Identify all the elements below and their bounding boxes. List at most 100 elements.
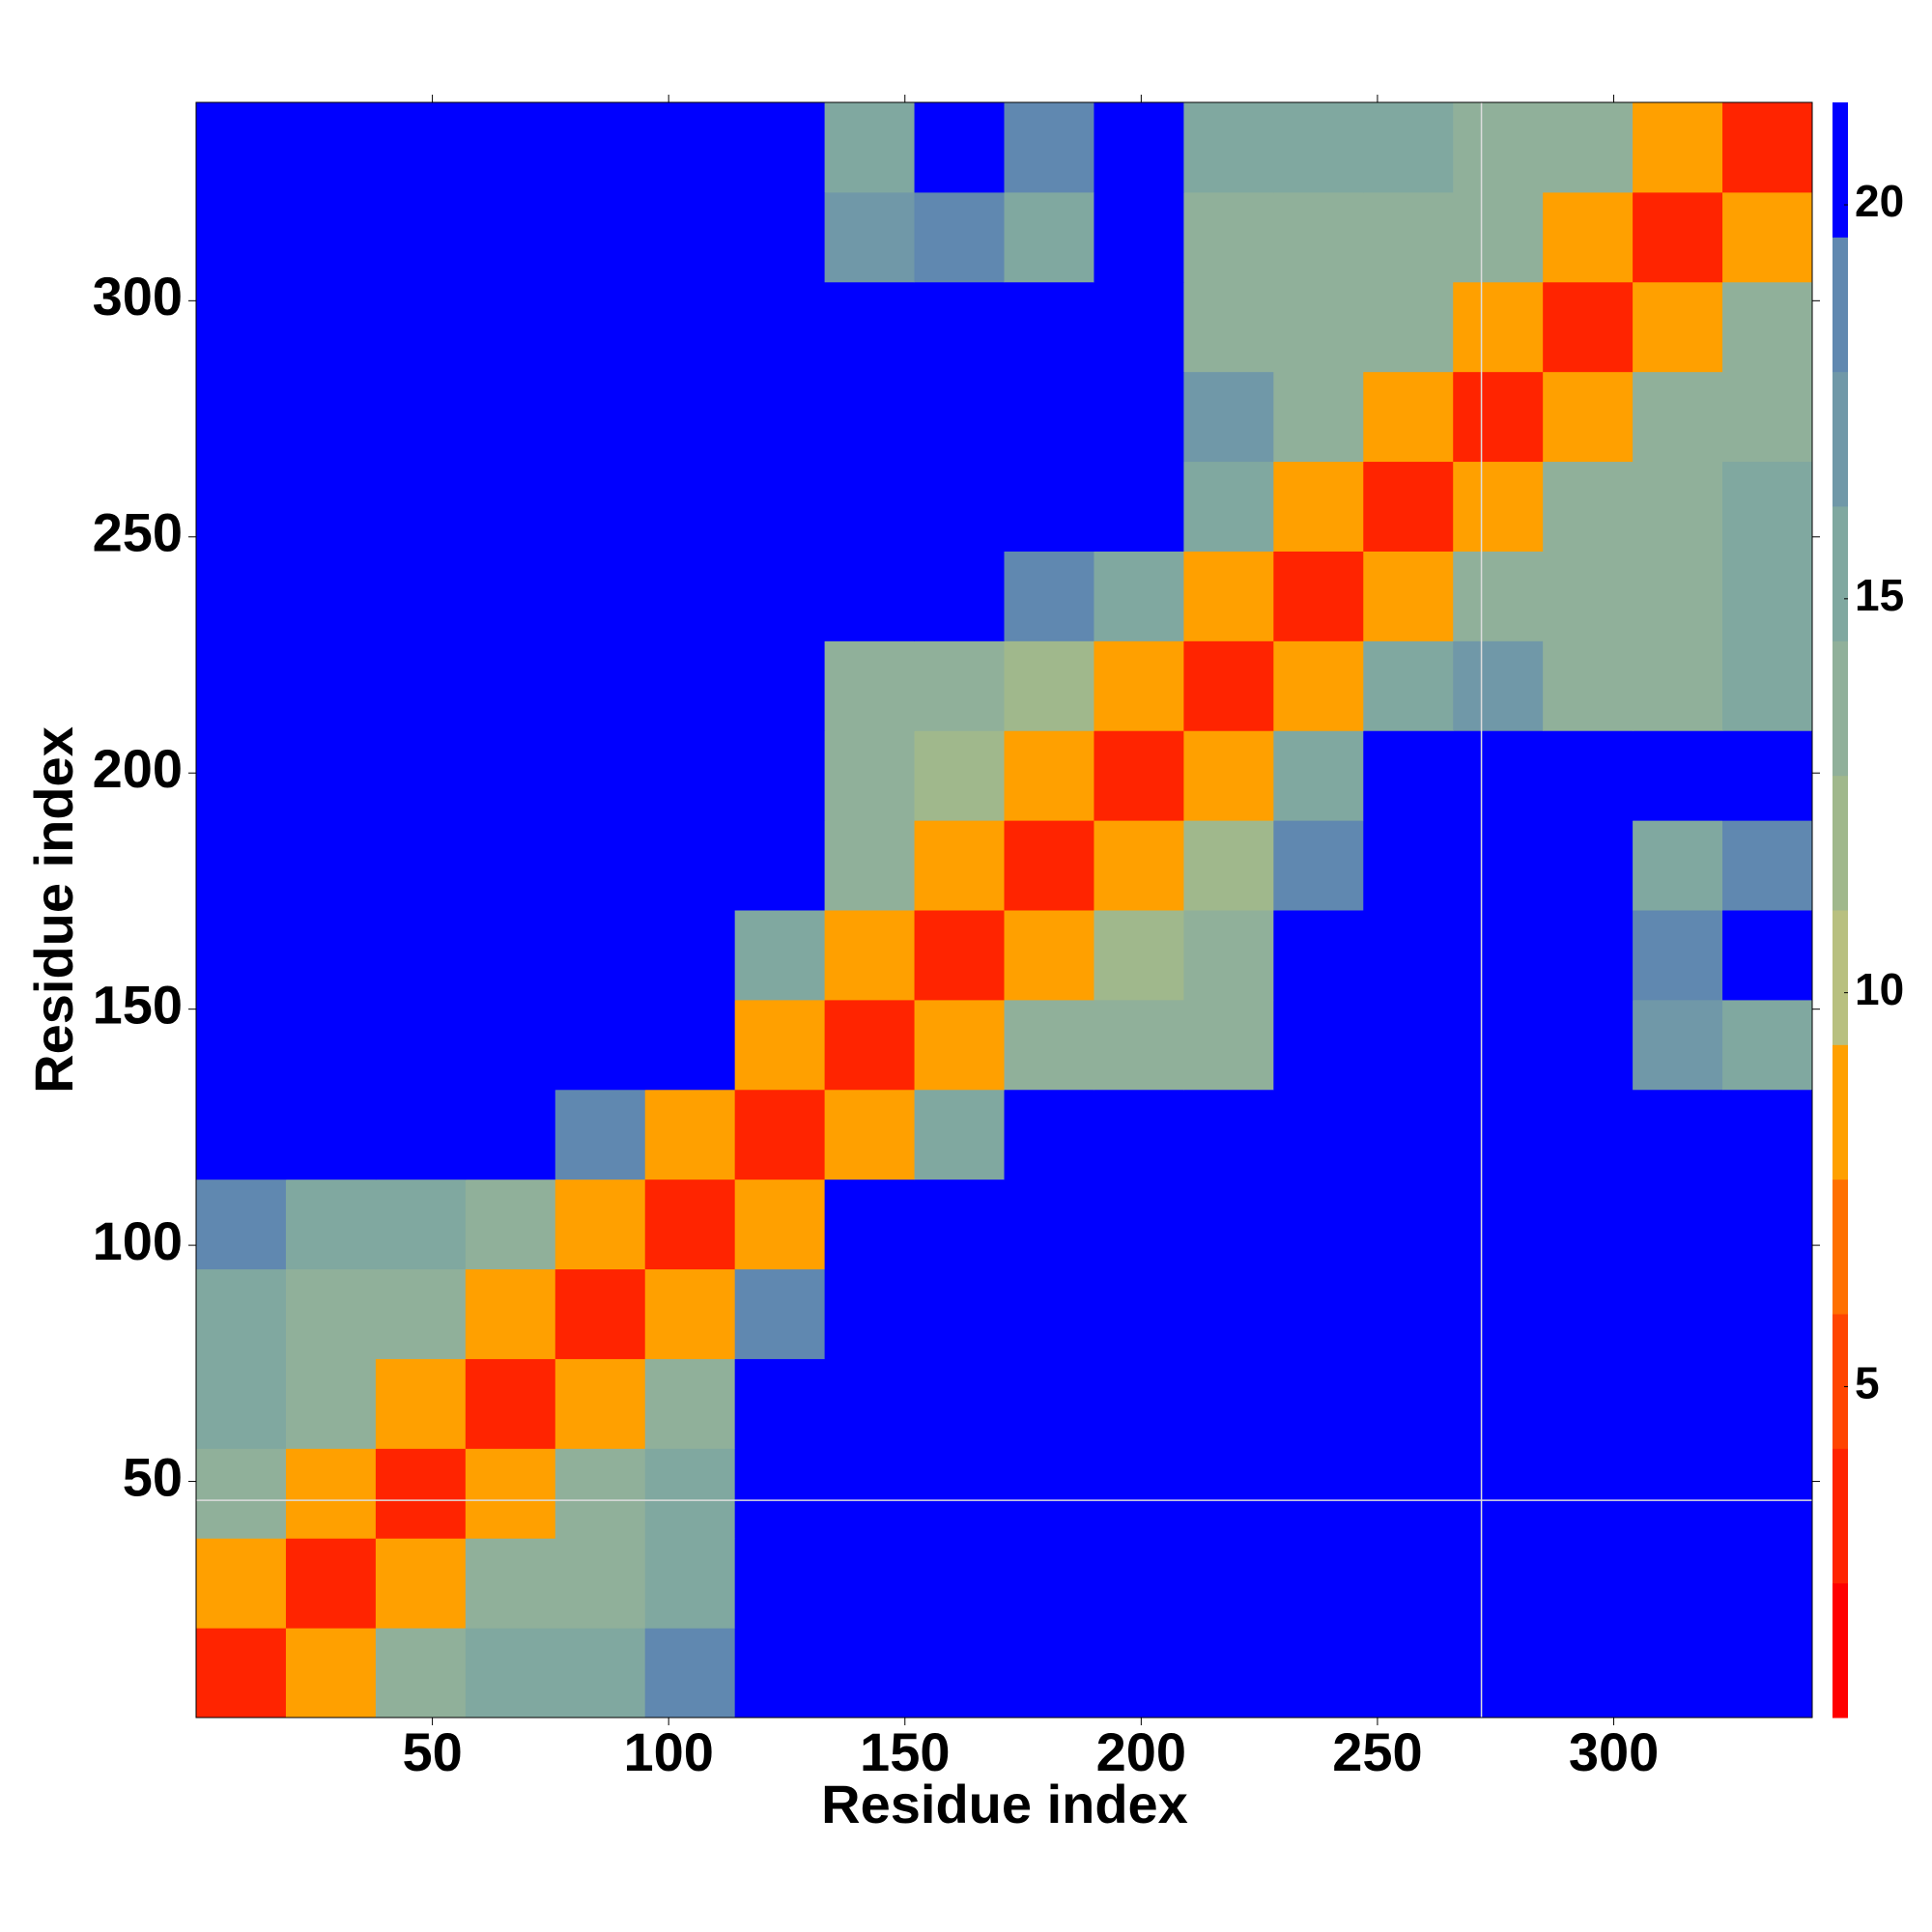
x-tick-label: 50 [402, 1721, 462, 1782]
colorbar-segment [1833, 1314, 1848, 1449]
heatmap-cell [196, 999, 287, 1091]
heatmap-cell [914, 910, 1005, 1001]
heatmap-cell [644, 551, 736, 641]
heatmap-cell [1453, 1538, 1544, 1629]
heatmap-cell [196, 1268, 287, 1359]
heatmap-cell [285, 1628, 377, 1719]
heatmap-cell [1543, 551, 1634, 641]
heatmap-cell [1183, 1538, 1274, 1629]
heatmap-cell [1273, 730, 1364, 821]
heatmap-cell [1363, 730, 1454, 821]
heatmap-cell [1004, 371, 1094, 463]
heatmap-cell [644, 730, 736, 821]
heatmap-cell [1183, 461, 1274, 552]
heatmap-cell [1363, 1628, 1454, 1719]
heatmap-cell [1094, 999, 1184, 1091]
heatmap-cell [824, 730, 916, 821]
heatmap-cell [1633, 1358, 1723, 1449]
heatmap-cell [1094, 1628, 1184, 1719]
heatmap-cell [644, 640, 736, 731]
heatmap-cell [914, 371, 1005, 463]
heatmap-cell [1183, 551, 1274, 641]
heatmap-cell [1633, 461, 1723, 552]
heatmap-cell [1453, 1089, 1544, 1180]
heatmap-cell [1543, 1538, 1634, 1629]
heatmap-cell [824, 281, 916, 373]
heatmap-cell [285, 281, 377, 373]
heatmap-cell [1004, 1179, 1094, 1270]
heatmap-cell [1722, 1448, 1813, 1539]
heatmap-cell [554, 820, 646, 911]
heatmap-cell [1453, 191, 1544, 283]
heatmap-cell [1453, 281, 1544, 373]
colorbar-segment [1833, 102, 1848, 238]
heatmap-cell [824, 820, 916, 911]
heatmap-cell [1183, 1448, 1274, 1539]
heatmap-cell [465, 1179, 556, 1270]
heatmap-cell [644, 1538, 736, 1629]
heatmap-cell [734, 730, 826, 821]
heatmap-cell [1094, 191, 1184, 283]
heatmap-cell [824, 1179, 916, 1270]
heatmap-cell [554, 371, 646, 463]
heatmap-cell [1094, 1179, 1184, 1270]
heatmap-cell [554, 1628, 646, 1719]
heatmap-cell [1543, 999, 1634, 1091]
colorbar-segment [1833, 1448, 1848, 1584]
heatmap-cell [375, 640, 467, 731]
heatmap-cell [1722, 102, 1813, 193]
heatmap-cell [1543, 1089, 1634, 1180]
heatmap-cell [644, 999, 736, 1091]
heatmap-cell [1273, 1268, 1364, 1359]
x-tick-label: 250 [1332, 1721, 1422, 1782]
heatmap-cell [914, 102, 1005, 193]
heatmap-cell [1543, 820, 1634, 911]
heatmap-cell [465, 1358, 556, 1449]
heatmap-cell [1004, 910, 1094, 1001]
heatmap-cell [285, 730, 377, 821]
heatmap-cell [196, 461, 287, 552]
heatmap-cell [1004, 999, 1094, 1091]
heatmap-cell [554, 1448, 646, 1539]
heatmap-cell [554, 1179, 646, 1270]
heatmap-cell [285, 1538, 377, 1629]
heatmap-cell [1183, 1358, 1274, 1449]
y-tick-label: 50 [123, 1446, 183, 1507]
heatmap-cell [914, 191, 1005, 283]
heatmap-cell [1004, 1358, 1094, 1449]
heatmap-cell [1273, 820, 1364, 911]
heatmap-cell [1633, 820, 1723, 911]
heatmap-cell [824, 461, 916, 552]
heatmap-cell [824, 371, 916, 463]
heatmap-cell [554, 640, 646, 731]
heatmap-cell [1183, 730, 1274, 821]
heatmap-cell [196, 191, 287, 283]
y-tick-label: 200 [93, 738, 183, 799]
heatmap-cell [465, 1538, 556, 1629]
heatmap-cell [644, 1358, 736, 1449]
colorbar-segment [1833, 640, 1848, 777]
heatmap-cell [196, 371, 287, 463]
heatmap-cell [1722, 1179, 1813, 1270]
heatmap-cell [1004, 102, 1094, 193]
heatmap-cell [1722, 281, 1813, 373]
heatmap-cell [644, 1089, 736, 1180]
heatmap-cell [1004, 640, 1094, 731]
heatmap-cell [554, 1538, 646, 1629]
heatmap-cell [196, 551, 287, 641]
y-tick-label: 250 [93, 502, 183, 563]
heatmap-cell [914, 1179, 1005, 1270]
heatmap-cell [1004, 1448, 1094, 1539]
heatmap-cell [1183, 1628, 1274, 1719]
colorbar-segment [1833, 1044, 1848, 1180]
heatmap-cell [1543, 1448, 1634, 1539]
heatmap-cell [375, 730, 467, 821]
heatmap-cell [824, 1089, 916, 1180]
heatmap-cell [1453, 102, 1544, 193]
heatmap-cell [465, 102, 556, 193]
heatmap-cell [644, 461, 736, 552]
heatmap-cell [1543, 102, 1634, 193]
heatmap-cell [1094, 461, 1184, 552]
heatmap-cell [1363, 461, 1454, 552]
heatmap-cell [1453, 371, 1544, 463]
